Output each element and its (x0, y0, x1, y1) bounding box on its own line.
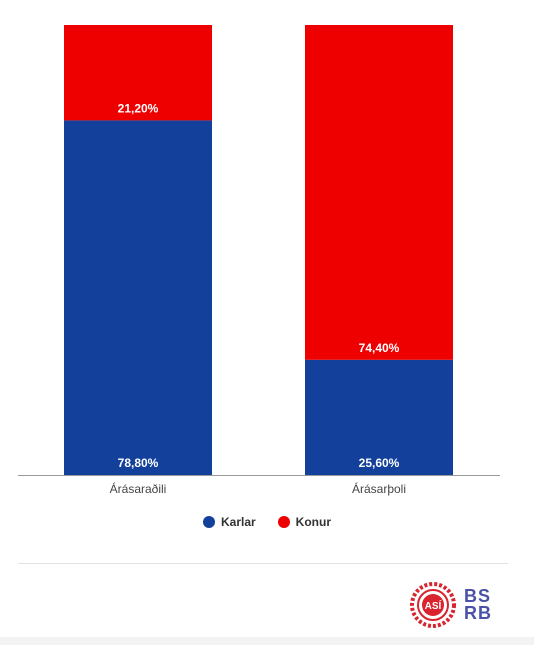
legend-label-karlar: Karlar (220, 515, 256, 529)
legend-label-konur: Konur (295, 515, 331, 529)
legend-item-karlar[interactable]: Karlar (202, 515, 256, 529)
asi-logo-text: ASÍ (425, 599, 442, 612)
footer-strip (0, 637, 534, 645)
data-label-karlar-2: 25,60% (359, 456, 400, 470)
bars-group: 78,80% 21,20% 25,60% 74,40% (64, 25, 453, 476)
legend-item-konur[interactable]: Konur (277, 515, 331, 529)
bar-segment-konur-1[interactable] (64, 25, 212, 121)
stacked-bar-chart: 78,80%21,20%25,60%74,40% Árásaraðili Árás… (18, 25, 500, 496)
legend-marker-karlar (202, 516, 215, 528)
legend: Karlar Konur (0, 515, 534, 529)
divider (18, 563, 508, 564)
data-label-konur-1: 21,20% (118, 101, 159, 115)
x-tick-label-2: Árásarþoli (352, 481, 406, 496)
bar-segment-konur-2[interactable] (305, 25, 453, 360)
bsrb-logo-icon: BS RB (464, 586, 492, 623)
asi-logo-icon: ASÍ (410, 582, 456, 628)
x-axis-labels: Árásaraðili Árásarþoli (110, 481, 406, 496)
x-tick-label-1: Árásaraðili (110, 481, 167, 496)
bsrb-logo-line2: RB (464, 603, 492, 623)
bar-segment-karlar-2[interactable] (305, 359, 453, 475)
bsrb-logo-line1: BS (464, 586, 492, 606)
data-label-konur-2: 74,40% (359, 341, 400, 355)
legend-marker-konur (277, 516, 290, 528)
data-label-karlar-1: 78,80% (118, 456, 159, 470)
logos: ASÍ BS RB (410, 582, 492, 628)
bar-segment-karlar-1[interactable] (64, 120, 212, 476)
